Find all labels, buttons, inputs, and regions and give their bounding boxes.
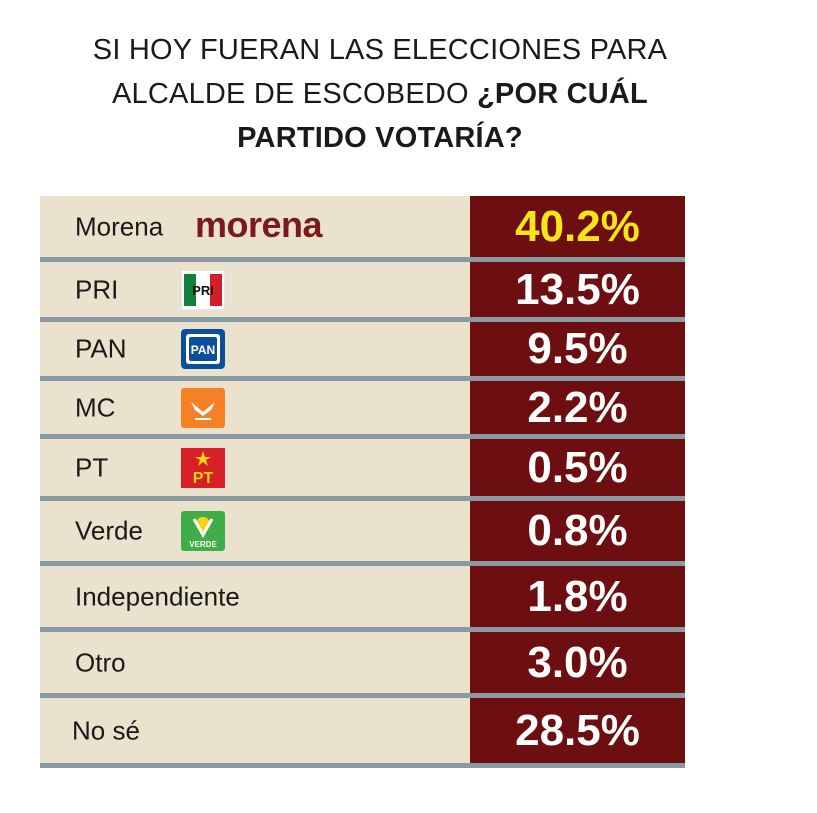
label-cell: Verde VERDE — [40, 501, 470, 561]
table-row: MC 2.2% — [40, 381, 685, 434]
row-divider — [40, 376, 685, 381]
label-cell: PAN PAN — [40, 322, 470, 376]
party-name: PT — [75, 452, 109, 482]
pt-logo-icon: PT — [181, 447, 225, 488]
label-cell: No sé — [40, 698, 470, 763]
table-row: Otro 3.0% — [40, 632, 685, 693]
row-divider — [40, 496, 685, 501]
table-row: PAN PAN 9.5% — [40, 322, 685, 376]
title-line-1: SI HOY FUERAN LAS ELECCIONES PARA — [92, 34, 668, 66]
value-cell: 3.0% — [470, 632, 685, 693]
row-divider — [40, 693, 685, 698]
pri-logo-icon: PRI — [181, 269, 225, 310]
label-cell: Independiente — [40, 566, 470, 627]
row-divider — [40, 317, 685, 322]
pt-logo-text: PT — [193, 470, 214, 487]
value-cell: 0.8% — [470, 501, 685, 561]
label-cell: PT PT — [40, 439, 470, 496]
party-name: No sé — [72, 715, 140, 745]
pan-logo-text: PAN — [191, 343, 215, 357]
party-name: Independiente — [75, 581, 240, 611]
party-name: MC — [75, 392, 116, 422]
row-divider — [40, 763, 685, 768]
verde-logo-icon: VERDE — [181, 511, 225, 551]
label-cell: Morena morena — [40, 196, 470, 257]
row-divider — [40, 561, 685, 566]
table-row: PRI PRI 13.5% — [40, 262, 685, 317]
row-divider — [40, 434, 685, 439]
label-cell: Otro — [40, 632, 470, 693]
value-cell: 9.5% — [470, 322, 685, 376]
value-cell: 40.2% — [470, 196, 685, 257]
row-divider — [40, 627, 685, 632]
chart-title: SI HOY FUERAN LAS ELECCIONES PARA ALCALD… — [60, 28, 700, 160]
pan-logo-icon: PAN — [181, 329, 225, 369]
morena-logo: morena — [195, 203, 323, 245]
party-name: Verde — [75, 515, 143, 546]
table-row: Verde VERDE 0.8% — [40, 501, 685, 561]
table-row: Morena morena 40.2% — [40, 196, 685, 257]
value-cell: 0.5% — [470, 439, 685, 496]
table-row: PT PT 0.5% — [40, 439, 685, 496]
title-line-2-bold: ¿POR CUÁL — [477, 78, 648, 110]
results-table: Morena morena 40.2% PRI PRI 13.5% PAN — [40, 196, 685, 768]
table-row: No sé 28.5% — [40, 698, 685, 763]
title-line-2: ALCALDE DE ESCOBEDO ¿POR CUÁL — [60, 72, 700, 116]
title-line-2-normal: ALCALDE DE ESCOBEDO — [112, 78, 478, 110]
party-name: PAN — [75, 333, 127, 364]
party-name: Otro — [75, 647, 126, 677]
party-name: Morena — [75, 211, 164, 241]
value-cell: 13.5% — [470, 262, 685, 317]
label-cell: PRI PRI — [40, 262, 470, 317]
verde-logo-text: VERDE — [189, 540, 217, 549]
table-row: Independiente 1.8% — [40, 566, 685, 627]
pri-logo-text: PRI — [192, 283, 214, 298]
value-cell: 2.2% — [470, 381, 685, 434]
title-line-3: PARTIDO VOTARÍA? — [237, 122, 523, 154]
label-cell: MC — [40, 381, 470, 434]
value-cell: 28.5% — [470, 698, 685, 763]
value-cell: 1.8% — [470, 566, 685, 627]
row-divider — [40, 257, 685, 262]
mc-logo-icon — [181, 387, 225, 428]
party-name: PRI — [75, 274, 119, 304]
